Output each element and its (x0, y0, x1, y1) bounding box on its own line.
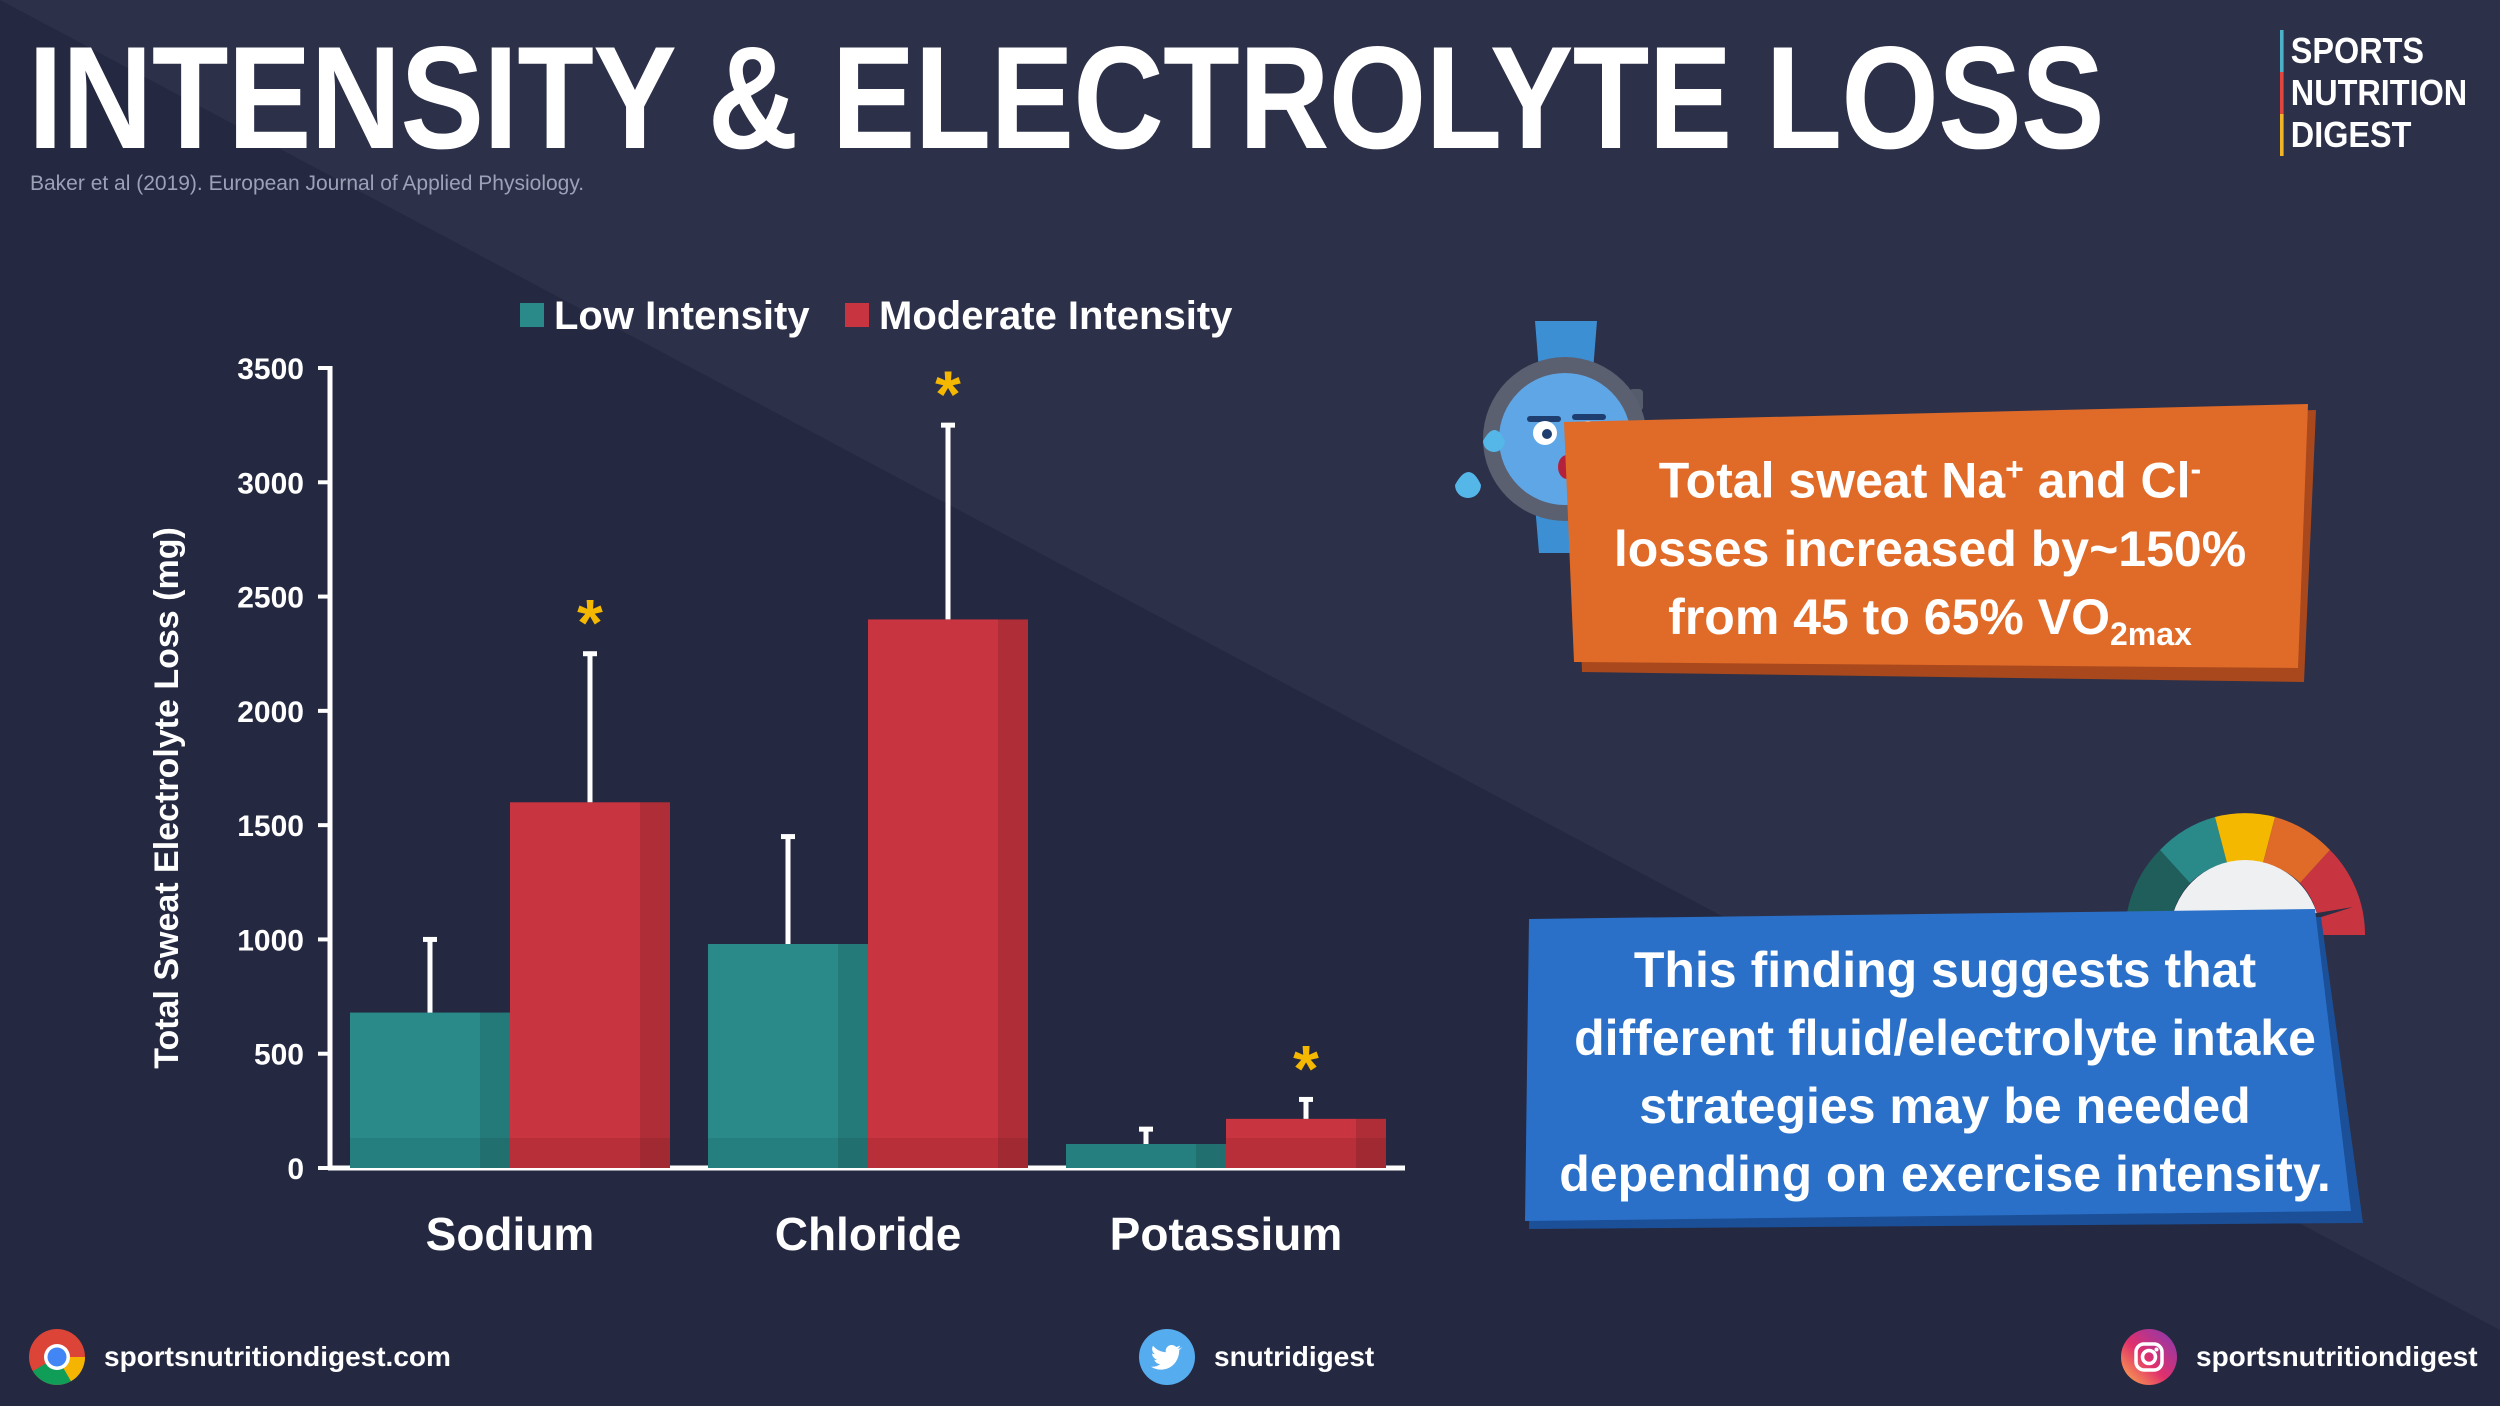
bar-shade (998, 619, 1028, 1168)
bar-shade (640, 802, 670, 1168)
instagram-icon (2121, 1329, 2177, 1385)
citation: Baker et al (2019). European Journal of … (30, 172, 585, 195)
footer-twitter-text: snutridigest (1214, 1341, 1375, 1372)
significance-star: * (577, 586, 603, 660)
bar-low (708, 944, 868, 1168)
y-tick-label: 2500 (237, 582, 304, 615)
blue-callout-box (1525, 909, 2363, 1229)
bar-low (350, 1012, 510, 1168)
y-tick-label: 2000 (237, 696, 304, 729)
y-tick-label: 3500 (237, 353, 304, 386)
y-tick-label: 3000 (237, 467, 304, 500)
bar-base-shade (708, 1138, 868, 1168)
significance-star: * (1293, 1031, 1319, 1105)
twitter-icon (1139, 1329, 1195, 1385)
bar-shade (480, 1012, 510, 1168)
chart-legend: Low Intensity Moderate Intensity (520, 294, 1233, 338)
bar-base-shade (868, 1138, 1028, 1168)
y-tick-label: 1000 (237, 924, 304, 957)
brand-logo: SPORTS NUTRITION DIGEST (2280, 30, 2488, 156)
category-label: Sodium (426, 1208, 595, 1260)
bar-base-shade (350, 1138, 510, 1168)
blue-callout-text: This finding suggests that different flu… (1559, 942, 2331, 1202)
footer-website-text: sportsnutritiondigest.com (104, 1341, 451, 1372)
legend-swatch-moderate (845, 303, 869, 327)
brand-line-2: NUTRITION (2280, 72, 2467, 114)
bar-moderate (868, 619, 1028, 1168)
page-title: INTENSITY & ELECTROLYTE LOSS (28, 16, 2105, 179)
bar-shade (838, 944, 868, 1168)
orange-callout-text: Total sweat Na+ and Cl- losses increased… (1613, 451, 2247, 652)
bar-base-shade (1226, 1138, 1386, 1168)
legend-swatch-low (520, 303, 544, 327)
footer-website-link[interactable]: sportsnutritiondigest.com (28, 1322, 451, 1392)
bar-shade (1196, 1144, 1226, 1168)
significance-star: * (935, 357, 961, 431)
footer-instagram-link[interactable]: sportsnutritiondigest (2120, 1322, 2478, 1392)
bar-low (1066, 1144, 1226, 1168)
y-tick-label: 1500 (237, 810, 304, 843)
y-tick-label: 0 (287, 1153, 304, 1186)
y-tick-label: 500 (254, 1039, 304, 1072)
bar-moderate (510, 802, 670, 1168)
bar-base-shade (510, 1138, 670, 1168)
bar-shade (1356, 1118, 1386, 1168)
bar-base-shade (1066, 1144, 1226, 1168)
chart-labels: Sodium Chloride Potassium (426, 1208, 1343, 1260)
bar-moderate (1226, 1118, 1386, 1168)
chart-bars: * * * (350, 357, 1386, 1168)
brand-line-3: DIGEST (2280, 114, 2467, 156)
footer-twitter-link[interactable]: snutridigest (1138, 1322, 1374, 1392)
brand-line-1: SPORTS (2280, 30, 2467, 72)
footer-instagram-text: sportsnutritiondigest (2196, 1341, 2478, 1372)
orange-callout-box (1564, 404, 2316, 682)
category-label: Potassium (1110, 1208, 1343, 1260)
category-label: Chloride (775, 1208, 962, 1260)
y-axis-label: Total Sweat Electrolyte Loss (mg) (148, 527, 186, 1069)
chrome-icon (29, 1329, 85, 1385)
legend-label: Low Intensity (554, 294, 810, 338)
legend-label: Moderate Intensity (879, 294, 1233, 338)
